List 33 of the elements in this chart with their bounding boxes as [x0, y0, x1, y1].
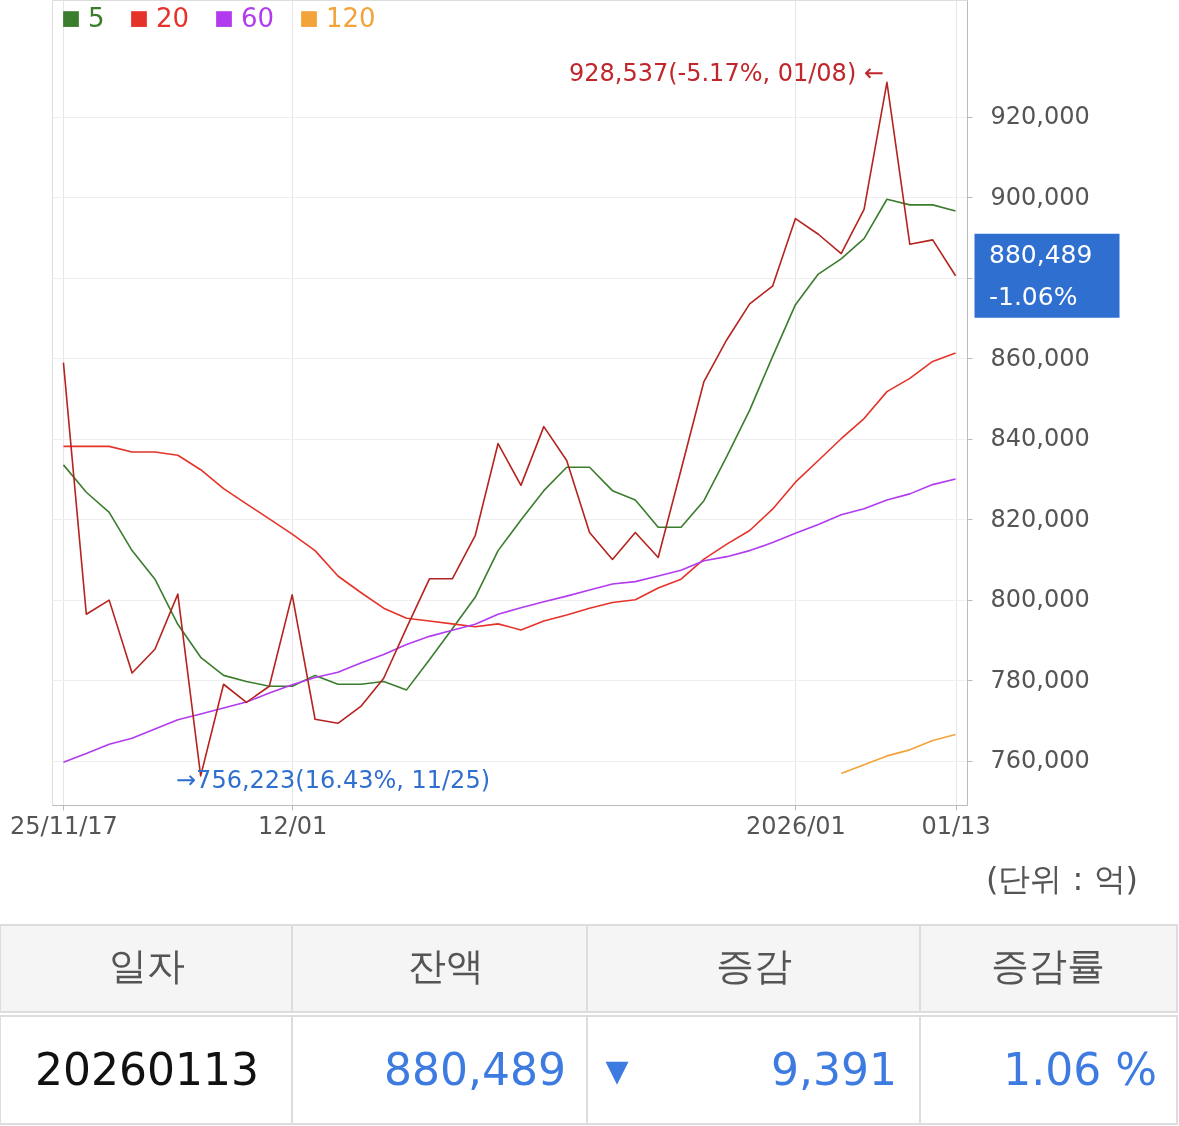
text: 증감 [716, 944, 792, 988]
annotation: →756,223(16.43%, 11/25) [176, 766, 491, 794]
y-tick-label: 780,000 [990, 665, 1090, 694]
x-tick-label: 25/11/17 [10, 811, 118, 840]
text: 1.06 % [1003, 1044, 1157, 1095]
x-tick-label: 2026/01 [746, 811, 846, 840]
text: 잔액 [408, 944, 484, 988]
text: 일자 [109, 944, 185, 988]
y-tick-label: 800,000 [990, 585, 1090, 614]
line-series [62, 198, 957, 691]
y-tick-label: 840,000 [990, 424, 1090, 453]
y-tick-label: 760,000 [990, 746, 1090, 775]
y-tick-label: 920,000 [990, 102, 1090, 131]
line-series [62, 352, 957, 631]
legend-label: 5 [88, 3, 105, 34]
y-tick-label: 900,000 [990, 182, 1090, 211]
line-series [840, 733, 957, 775]
text: 9,391 [771, 1044, 897, 1095]
y-tick-label: 820,000 [990, 504, 1090, 533]
legend-label: 120 [326, 3, 376, 34]
text: 20260113 [35, 1044, 259, 1095]
line-series [62, 478, 957, 764]
x-tick-label: 12/01 [258, 811, 328, 840]
text: 880,489 [384, 1044, 566, 1095]
legend-label: 60 [241, 3, 275, 34]
text: ▼ [605, 1053, 629, 1088]
text: (단위 : 억) [985, 860, 1138, 898]
legend-label: 20 [156, 3, 190, 34]
x-tick-label: 01/13 [921, 811, 991, 840]
text: 증감률 [991, 944, 1105, 988]
annotation: 880,489 -1.06% [989, 239, 1093, 311]
annotation: 928,537(-5.17%, 01/08) ← [568, 59, 884, 87]
y-tick-label: 860,000 [990, 343, 1090, 372]
